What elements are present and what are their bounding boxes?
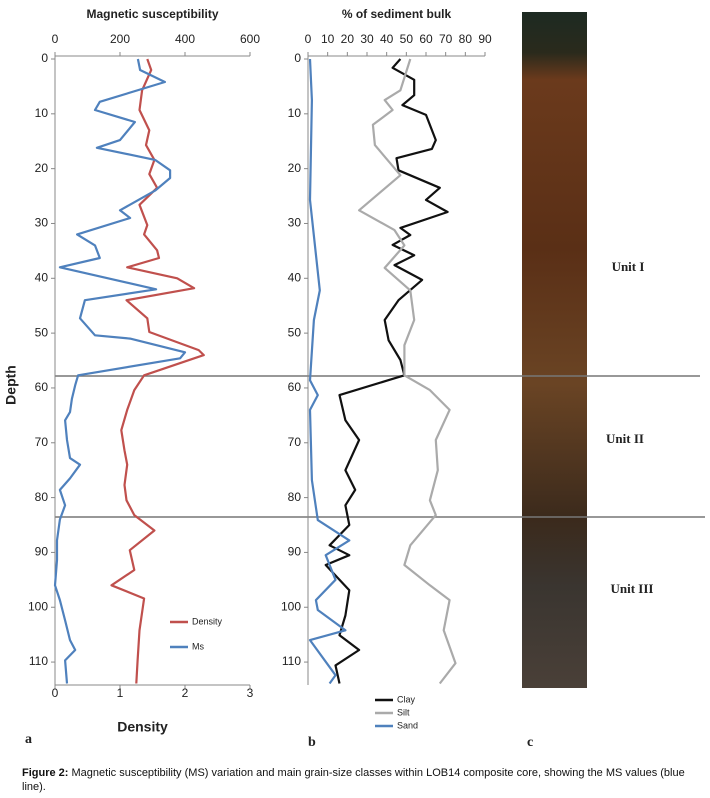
x-tick-label: 80 [459, 32, 473, 46]
unit-label: Unit I [612, 259, 645, 274]
panel-label: a [25, 732, 32, 747]
series-line [358, 58, 457, 685]
y-tick-label: 90 [288, 545, 302, 559]
y-tick-label: 10 [288, 106, 302, 120]
x2-tick-label: 3 [247, 686, 254, 700]
x-tick-label: 10 [321, 32, 335, 46]
x-tick-label: 70 [439, 32, 453, 46]
y-tick-label: 50 [35, 325, 49, 339]
y-tick-label: 100 [28, 599, 48, 613]
y-tick-label: 60 [35, 380, 49, 394]
legend-label: Ms [192, 641, 204, 651]
y-tick-label: 100 [281, 599, 301, 613]
y-tick-label: 80 [35, 490, 49, 504]
y-tick-label: 110 [29, 654, 48, 668]
x2-axis-title: Density [117, 719, 168, 735]
y-tick-label: 40 [35, 270, 49, 284]
x-tick-label: 400 [175, 32, 195, 46]
x-tick-label: 60 [419, 32, 433, 46]
x-tick-label: 200 [110, 32, 130, 46]
series-line [324, 58, 449, 684]
x-axis-title: Magnetic susceptibility [86, 7, 218, 21]
y-tick-label: 80 [288, 490, 302, 504]
y-tick-label: 90 [35, 545, 49, 559]
y-tick-label: 40 [288, 270, 302, 284]
x2-tick-label: 0 [52, 686, 59, 700]
unit-label: Unit II [606, 431, 644, 446]
y-tick-label: 50 [288, 325, 302, 339]
x2-tick-label: 1 [117, 686, 124, 700]
core-photo [522, 12, 587, 688]
x-tick-label: 0 [305, 32, 312, 46]
y-tick-label: 10 [35, 106, 49, 120]
y-tick-label: 110 [282, 654, 301, 668]
caption-text: Magnetic susceptibility (MS) variation a… [22, 767, 685, 793]
x-tick-label: 40 [380, 32, 394, 46]
y-tick-label: 20 [288, 161, 302, 175]
series-line [308, 58, 351, 685]
legend-label: Density [192, 616, 223, 626]
x-tick-label: 20 [341, 32, 355, 46]
legend-label: Clay [397, 694, 416, 704]
panel-label: b [308, 735, 316, 750]
x-axis-title: % of sediment bulk [342, 7, 452, 21]
series-line [110, 58, 205, 684]
y-tick-label: 0 [41, 51, 48, 65]
x-tick-label: 50 [400, 32, 414, 46]
legend-label: Silt [397, 707, 410, 717]
x-tick-label: 600 [240, 32, 260, 46]
panel-label: c [527, 735, 533, 750]
x-tick-label: 30 [360, 32, 374, 46]
x-tick-label: 90 [478, 32, 492, 46]
caption: Figure 2: Magnetic susceptibility (MS) v… [22, 766, 702, 794]
figure: Unit I Unit II Unit III a b c 0102030405… [3, 7, 705, 750]
y-tick-label: 30 [35, 216, 49, 230]
caption-label: Figure 2: [22, 767, 69, 779]
y-tick-label: 70 [288, 435, 302, 449]
y-axis-title: Depth [3, 365, 19, 405]
y-tick-label: 0 [294, 51, 301, 65]
legend-label: Sand [397, 720, 418, 730]
y-tick-label: 20 [35, 161, 49, 175]
series-line [53, 58, 187, 684]
y-tick-label: 60 [288, 380, 302, 394]
unit-label: Unit III [611, 581, 654, 596]
y-tick-label: 70 [35, 435, 49, 449]
x-tick-label: 0 [52, 32, 59, 46]
y-tick-label: 30 [288, 216, 302, 230]
x2-tick-label: 2 [182, 686, 189, 700]
